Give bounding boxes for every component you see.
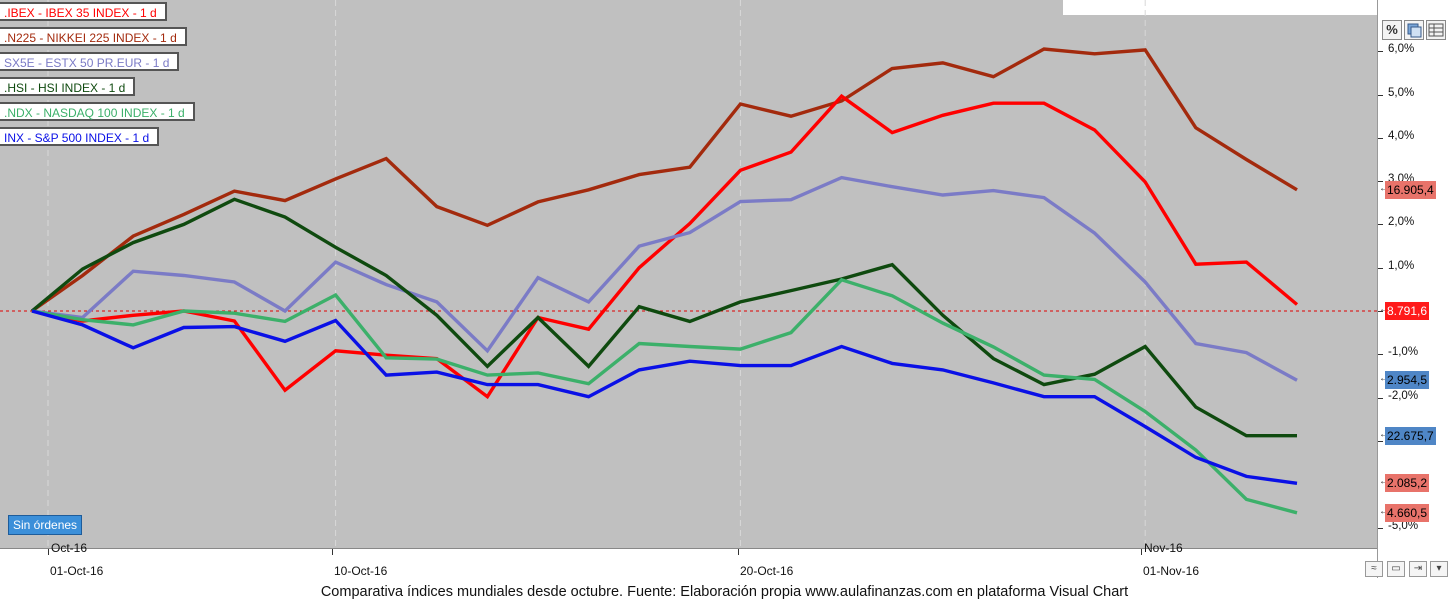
- y-tick-mark: [1378, 527, 1383, 529]
- x-tick-label: 01-Nov-16: [1143, 564, 1200, 578]
- last-value-badge: 4.660,5: [1385, 503, 1430, 522]
- line-chart: [0, 0, 1377, 548]
- badge-arrow-icon: ←: [1379, 304, 1389, 315]
- y-tick-mark: [1378, 267, 1383, 269]
- last-value-badge: 22.675,7: [1385, 426, 1436, 445]
- series-line-5[interactable]: [31, 309, 1298, 485]
- series-line-4[interactable]: [31, 277, 1298, 515]
- legend-item[interactable]: .IBEX - IBEX 35 INDEX - 1 d: [0, 2, 167, 21]
- y-tick-label: 6,0%: [1388, 43, 1415, 56]
- y-tick-mark: [1378, 51, 1383, 53]
- y-tick-label: 5,0%: [1388, 86, 1415, 99]
- y-tick-mark: [1378, 137, 1383, 139]
- percent-icon[interactable]: %: [1382, 20, 1402, 40]
- y-tick-label: -1,0%: [1388, 346, 1419, 359]
- scale-icon[interactable]: ≈: [1365, 561, 1383, 577]
- x-tick-label: 20-Oct-16: [740, 564, 794, 578]
- last-value-badge: 16.905,4: [1385, 180, 1436, 199]
- x-tick-label: 01-Oct-16: [50, 564, 104, 578]
- layers-icon[interactable]: [1404, 20, 1424, 40]
- y-tick-label: -2,0%: [1388, 389, 1419, 402]
- y-tick-mark: [1378, 311, 1383, 312]
- y-tick-label: 2,0%: [1388, 216, 1415, 229]
- grid-icon[interactable]: [1426, 20, 1446, 40]
- menu-icon[interactable]: ▾: [1430, 561, 1448, 577]
- legend-item[interactable]: .HSI - HSI INDEX - 1 d: [0, 77, 136, 96]
- x-tick-label: 10-Oct-16: [334, 564, 388, 578]
- y-tick-mark: [1378, 440, 1383, 442]
- x-tick-mark: [48, 549, 49, 555]
- y-tick-mark: [1378, 397, 1383, 399]
- x-month-label: Nov-16: [1144, 541, 1183, 555]
- y-tick-mark: [1378, 181, 1383, 183]
- scroll-end-icon[interactable]: ⇥: [1409, 561, 1427, 577]
- badge-arrow-icon: ←: [1379, 476, 1389, 488]
- caption: Comparativa índices mundiales desde octu…: [320, 584, 1129, 600]
- orders-status-badge[interactable]: Sin órdenes: [8, 515, 83, 535]
- legend-item[interactable]: SX5E - ESTX 50 PR.EUR - 1 d: [0, 52, 180, 71]
- badge-arrow-icon: ←: [1379, 373, 1389, 385]
- last-value-badge: 8.791,6: [1385, 302, 1430, 320]
- last-value-badge: 2.085,2: [1385, 474, 1430, 493]
- badge-arrow-icon: ←: [1379, 182, 1389, 194]
- y-tick-label: 4,0%: [1388, 129, 1415, 142]
- x-tick-mark: [1141, 549, 1142, 555]
- series-line-0[interactable]: [31, 47, 1298, 313]
- series-line-3[interactable]: [30, 197, 1297, 438]
- x-tick-mark: [332, 549, 333, 555]
- y-tick-mark: [1378, 224, 1383, 226]
- series-line-2[interactable]: [31, 175, 1298, 382]
- legend-item[interactable]: .N225 - NIKKEI 225 INDEX - 1 d: [0, 27, 187, 46]
- x-tick-mark: [738, 549, 739, 555]
- legend-item[interactable]: .NDX - NASDAQ 100 INDEX - 1 d: [0, 102, 195, 121]
- y-tick-mark: [1378, 94, 1383, 96]
- save-icon[interactable]: ▭: [1387, 561, 1405, 577]
- y-tick-mark: [1378, 354, 1383, 356]
- x-month-label: Oct-16: [51, 541, 88, 555]
- y-tick-label: -5,0%: [1388, 519, 1419, 532]
- badge-arrow-icon: ←: [1379, 505, 1389, 517]
- y-axis-panel: % 6,0%5,0%4,0%3,0%2,0%1,0%-1,0%-2,0%-3,0…: [1377, 0, 1449, 578]
- chart-plot-area[interactable]: .IBEX - IBEX 35 INDEX - 1 d .N225 - NIKKE…: [0, 0, 1377, 548]
- y-tick-label: 1,0%: [1388, 259, 1415, 272]
- x-axis: 01-Oct-16 Oct-16 10-Oct-16 20-Oct-16 01-Nov-…: [0, 541, 1377, 578]
- legend-item[interactable]: INX - S&P 500 INDEX - 1 d: [0, 127, 160, 146]
- series-line-1[interactable]: [31, 93, 1299, 400]
- top-strip: [1063, 0, 1377, 15]
- last-value-badge: 2.954,5: [1385, 371, 1430, 390]
- badge-arrow-icon: ←: [1379, 428, 1389, 440]
